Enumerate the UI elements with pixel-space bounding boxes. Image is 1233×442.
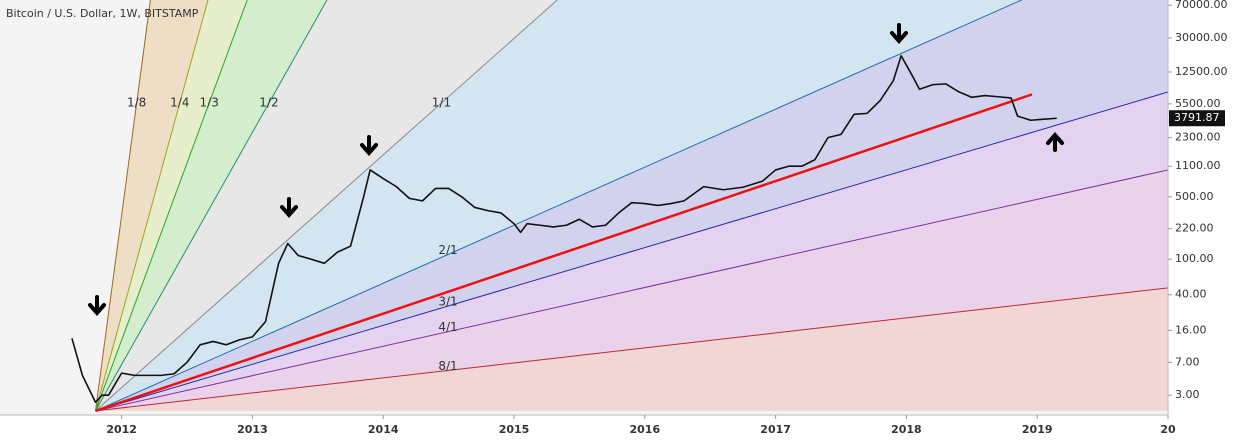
y-tick-label: 7.00	[1175, 355, 1200, 368]
fan-label: 1/2	[259, 96, 278, 110]
x-tick-label: 2019	[1022, 423, 1053, 436]
fan-line	[95, 169, 1168, 412]
y-tick-label: 5500.00	[1175, 97, 1221, 110]
fan-label: 1/1	[432, 96, 451, 110]
fan-line	[94, 0, 151, 411]
time-axis	[0, 415, 1168, 442]
trend-line	[95, 93, 1033, 413]
fan-line	[95, 0, 1022, 412]
price-line	[71, 54, 1057, 404]
x-tick-label: 2012	[106, 423, 137, 436]
fan-label: 2/1	[438, 243, 457, 257]
arrow-down	[890, 23, 908, 45]
y-tick-label: 1100.00	[1175, 159, 1221, 172]
y-tick-label: 220.00	[1175, 222, 1214, 235]
price-axis	[1168, 0, 1233, 442]
arrow-down	[360, 135, 378, 157]
annotation-arrows	[88, 23, 1064, 317]
fan-line	[95, 0, 328, 412]
fan-label: 1/8	[127, 96, 146, 110]
y-tick-label: 70000.00	[1175, 0, 1228, 11]
plot-area: 1/8 1/4 1/3 1/2 1/1 2/1 3/1 4/1 8/1	[71, 54, 1057, 413]
x-tick-label: 2014	[368, 423, 399, 436]
fan-line	[95, 0, 248, 412]
fan-zone	[95, 0, 1168, 411]
y-tick-label: 12500.00	[1175, 65, 1228, 78]
y-tick-label: 2300.00	[1175, 131, 1221, 144]
fan-label: 1/4	[170, 96, 189, 110]
y-tick-label: 3.00	[1175, 388, 1200, 401]
fan-label: 3/1	[438, 295, 457, 309]
x-tick-label: 2013	[237, 423, 268, 436]
arrow-down	[88, 295, 106, 317]
x-tick-label: 2016	[630, 423, 661, 436]
x-tick-label: 2018	[891, 423, 922, 436]
y-tick-label: 16.00	[1175, 323, 1207, 336]
y-tick-label: 500.00	[1175, 190, 1214, 203]
y-tick-label: 30000.00	[1175, 31, 1228, 44]
fan-label: 4/1	[438, 320, 457, 334]
arrow-up	[1046, 131, 1064, 152]
last-price-box	[1169, 110, 1225, 127]
axes: 3.00 7.00 16.00 40.00 100.00 220.00 500.00 1100…	[106, 0, 1227, 436]
fan-label: 1/3	[200, 96, 219, 110]
x-tick-label: 2015	[499, 423, 530, 436]
x-tick-label: 2017	[760, 423, 791, 436]
y-tick-label: 40.00	[1175, 288, 1207, 301]
fan-line	[94, 0, 209, 412]
arrow-down	[280, 197, 298, 219]
fan-line	[95, 0, 558, 412]
last-price-label: 3791.87	[1174, 111, 1220, 124]
y-tick-label: 100.00	[1175, 252, 1214, 265]
fan-line	[95, 91, 1168, 412]
fan-zone	[95, 287, 1168, 411]
x-tick-label: 20	[1160, 423, 1176, 436]
fan-label: 8/1	[438, 359, 457, 373]
gann-fan	[94, 0, 1168, 412]
fan-line	[95, 287, 1168, 412]
chart-title: Bitcoin / U.S. Dollar, 1W, BITSTAMP	[6, 7, 199, 20]
